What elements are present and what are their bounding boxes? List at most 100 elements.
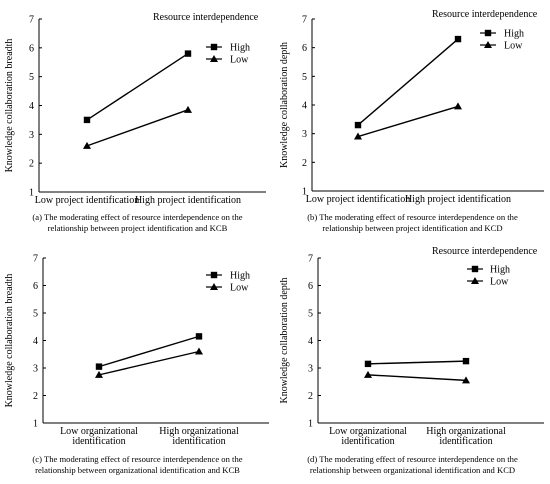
x-tick-label: High project identification — [405, 194, 511, 205]
chart-b: 1 2 3 4 5 6 7 Knowledge collaboration depth Low … — [279, 9, 544, 205]
chart-panel-d: 1 2 3 4 5 6 7 Knowledge collaboration depth Low … — [275, 242, 550, 484]
legend-label: High — [504, 29, 524, 40]
y-tick-label: 2 — [33, 391, 38, 402]
series-line-high — [357, 38, 459, 126]
data-point-low — [454, 102, 462, 110]
y-tick-label: 5 — [29, 72, 34, 83]
legend-label: High — [490, 265, 510, 276]
data-point-low — [184, 105, 192, 113]
legend-title: Resource interdependence — [432, 246, 538, 257]
chart-panel-a: 1 2 3 4 5 6 7 Knowledge collaboration breadth Lo… — [0, 0, 275, 242]
data-point-low — [354, 132, 362, 140]
y-tick-label: 3 — [302, 129, 307, 140]
series-line-low — [98, 350, 200, 376]
data-point-low — [95, 370, 103, 378]
data-point-high — [454, 35, 462, 43]
data-point-high — [83, 116, 91, 124]
y-tick-label: 4 — [302, 101, 307, 112]
y-tick-label: 6 — [29, 43, 34, 54]
series-line-high — [86, 53, 189, 121]
y-tick-label: 3 — [308, 364, 313, 375]
y-tick-label: 2 — [29, 159, 34, 170]
series-line-low — [367, 374, 467, 382]
y-tick-label: 2 — [308, 391, 313, 402]
y-tick-label: 4 — [33, 336, 38, 347]
y-axis-label: Knowledge collaboration breadth — [4, 274, 15, 408]
data-point-high — [184, 50, 192, 57]
series-line-low — [357, 105, 459, 138]
x-tick-label: identification — [172, 436, 225, 447]
y-tick-label: 4 — [29, 101, 34, 112]
x-tick-label: identification — [72, 436, 125, 447]
caption-line: relationship between organizational iden… — [35, 465, 240, 475]
y-tick-label: 6 — [302, 43, 307, 54]
legend-label: Low — [230, 283, 249, 294]
x-tick-label: High organizational — [159, 426, 239, 437]
data-point-low — [462, 376, 470, 384]
legend-marker-high — [210, 271, 218, 279]
y-tick-label: 5 — [33, 309, 38, 320]
y-tick-label: 4 — [308, 336, 313, 347]
legend-marker-high — [471, 265, 479, 273]
caption-line: (a) The moderating effect of resource in… — [32, 212, 243, 222]
series-line-low — [86, 109, 189, 147]
data-point-high — [364, 360, 372, 368]
y-tick-label: 7 — [29, 15, 34, 26]
y-tick-label: 6 — [308, 281, 313, 292]
chart-c: 1 2 3 4 5 6 7 Knowledge collaboration breadth Lo… — [4, 254, 269, 447]
x-tick-label: identification — [439, 436, 492, 447]
x-tick-label: High project identification — [135, 195, 241, 206]
chart-panel-c: 1 2 3 4 5 6 7 Knowledge collaboration breadth Lo… — [0, 242, 275, 484]
legend-label: Low — [490, 277, 509, 288]
chart-d: 1 2 3 4 5 6 7 Knowledge collaboration depth Low … — [279, 246, 544, 447]
legend-marker-high — [484, 29, 492, 37]
caption-line: (c) The moderating effect of resource in… — [32, 454, 243, 464]
data-point-high — [95, 363, 103, 370]
y-axis-label: Knowledge collaboration depth — [279, 277, 290, 403]
legend-title: Resource interdependence — [153, 12, 259, 23]
chart-caption-a: (a) The moderating effect of resource in… — [0, 212, 275, 234]
x-tick-label: identification — [341, 436, 394, 447]
y-tick-label: 1 — [302, 187, 307, 198]
y-tick-label: 1 — [33, 419, 38, 430]
legend-label: Low — [504, 41, 523, 52]
chart-caption-b: (b) The moderating effect of resource in… — [275, 212, 550, 234]
caption-line: (d) The moderating effect of resource in… — [307, 454, 518, 464]
y-axis-label: Knowledge collaboration breadth — [4, 39, 15, 173]
caption-line: relationship between organizational iden… — [309, 465, 516, 475]
data-point-low — [83, 141, 91, 149]
y-tick-label: 7 — [302, 15, 307, 26]
legend-label: High — [230, 271, 250, 282]
series-line-high — [98, 335, 200, 368]
legend-marker-low — [210, 283, 218, 290]
data-point-low — [195, 347, 203, 355]
y-axis-label: Knowledge collaboration depth — [279, 42, 290, 168]
y-tick-label: 2 — [302, 158, 307, 169]
y-tick-label: 3 — [33, 364, 38, 375]
y-tick-label: 1 — [29, 188, 34, 199]
chart-caption-d: (d) The moderating effect of resource in… — [275, 454, 550, 476]
x-tick-label: Low project identification — [35, 195, 139, 206]
y-tick-label: 1 — [308, 419, 313, 430]
legend-marker-low — [210, 55, 218, 62]
x-tick-label: High organizational — [426, 426, 506, 437]
legend-label: Low — [230, 55, 249, 66]
chart-panel-b: 1 2 3 4 5 6 7 Knowledge collaboration depth Low … — [275, 0, 550, 242]
x-tick-label: Low project identification — [306, 194, 410, 205]
legend-marker-high — [210, 43, 218, 51]
y-tick-label: 7 — [33, 254, 38, 265]
caption-line: relationship between project identificat… — [322, 223, 503, 233]
caption-line: (b) The moderating effect of resource in… — [307, 212, 518, 222]
legend-marker-low — [484, 41, 492, 48]
x-tick-label: Low organizational — [329, 426, 407, 437]
y-tick-label: 7 — [308, 254, 313, 265]
chart-caption-c: (c) The moderating effect of resource in… — [0, 454, 275, 476]
y-tick-label: 3 — [29, 130, 34, 141]
data-point-high — [354, 121, 362, 129]
legend-marker-low — [471, 277, 479, 284]
chart-a: 1 2 3 4 5 6 7 Knowledge collaboration breadth Lo… — [4, 12, 266, 206]
x-tick-label: Low organizational — [60, 426, 138, 437]
y-tick-label: 5 — [302, 72, 307, 83]
series-line-high — [367, 360, 467, 365]
y-tick-label: 5 — [308, 309, 313, 320]
